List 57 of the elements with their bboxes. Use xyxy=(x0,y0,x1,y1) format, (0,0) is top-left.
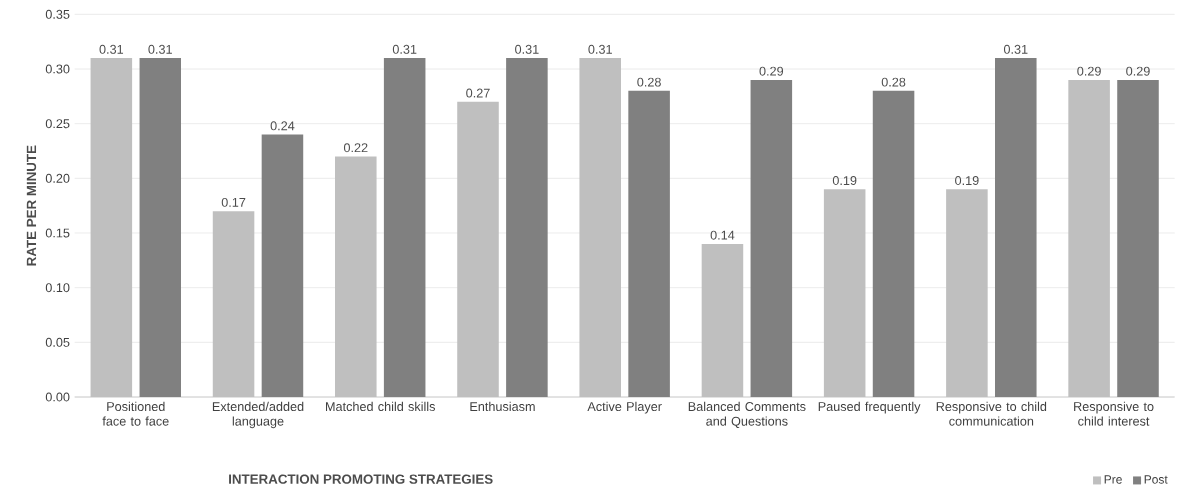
y-tick-label: 0.10 xyxy=(45,283,70,293)
y-axis-title: RATE PER MINUTE xyxy=(26,145,37,266)
data-label: 0.14 xyxy=(710,230,735,240)
x-tick-label: Extended/added language xyxy=(212,401,304,429)
y-tick-label: 0.20 xyxy=(45,173,70,183)
data-label: 0.28 xyxy=(881,77,906,87)
data-label: 0.29 xyxy=(1126,66,1150,76)
data-label: 0.31 xyxy=(1003,44,1028,54)
y-tick-label: 0.05 xyxy=(45,337,70,347)
x-tick-label: Paused frequently xyxy=(818,401,921,414)
x-tick-label: Enthusiasm xyxy=(470,401,535,412)
x-tick-label: Matched child skills xyxy=(326,401,435,412)
bar xyxy=(823,189,866,397)
data-label: 0.19 xyxy=(832,176,857,185)
data-label: 0.28 xyxy=(637,77,661,87)
bar xyxy=(139,58,181,397)
bar xyxy=(383,58,426,397)
x-tick-label: Responsive to child communication xyxy=(936,401,1047,426)
x-tick-label: Balanced Comments and Questions xyxy=(688,401,806,428)
bar xyxy=(872,90,915,397)
data-label: 0.31 xyxy=(588,44,612,54)
data-label: 0.31 xyxy=(99,44,124,54)
data-label: 0.22 xyxy=(343,143,368,153)
data-label: 0.17 xyxy=(221,197,246,207)
data-label: 0.31 xyxy=(515,44,539,54)
bar xyxy=(506,58,548,397)
y-tick-label: 0.15 xyxy=(45,228,70,238)
bar xyxy=(212,211,255,397)
bar xyxy=(750,79,793,397)
bar xyxy=(946,189,988,397)
bar xyxy=(90,58,133,397)
bar xyxy=(579,58,622,397)
bar xyxy=(1117,79,1159,397)
bar xyxy=(261,134,304,397)
data-label: 0.29 xyxy=(759,66,784,76)
x-tick-label: Active Player xyxy=(587,401,662,414)
y-tick-label: 0.30 xyxy=(45,64,70,74)
x-tick-label: Positioned face to face xyxy=(102,401,169,426)
y-tick-label: 0.00 xyxy=(45,392,70,402)
data-label: 0.27 xyxy=(466,88,490,98)
bar xyxy=(995,58,1037,397)
bar xyxy=(701,243,744,397)
bar xyxy=(1068,79,1110,397)
data-label: 0.24 xyxy=(270,121,295,131)
x-tick-label: Responsive to child interest xyxy=(1074,401,1154,426)
data-label: 0.31 xyxy=(148,44,172,54)
bar xyxy=(457,101,499,397)
data-label: 0.19 xyxy=(955,176,979,185)
legend-label: Pre xyxy=(1104,475,1122,484)
legend-label: Post xyxy=(1144,475,1168,484)
y-tick-label: 0.25 xyxy=(45,119,70,129)
x-axis-title: INTERACTION PROMOTING STRATEGIES xyxy=(229,474,493,484)
y-tick-label: 0.35 xyxy=(45,9,70,19)
data-label: 0.31 xyxy=(392,44,417,54)
bar xyxy=(335,156,377,397)
bar xyxy=(628,90,670,397)
data-label: 0.29 xyxy=(1077,66,1101,76)
